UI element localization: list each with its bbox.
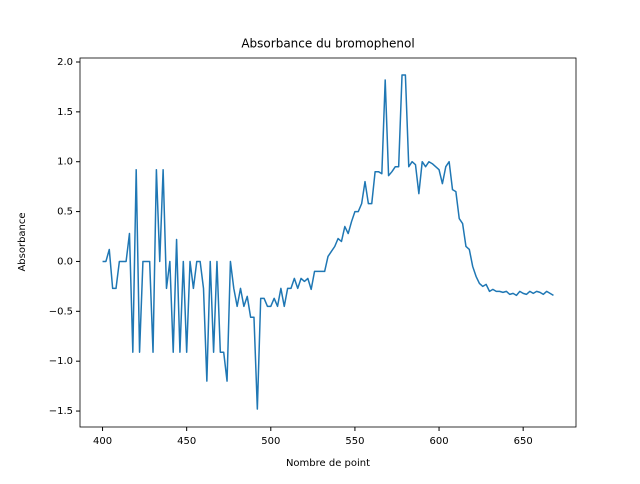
y-tick-label: 1.5	[57, 107, 73, 118]
y-tick-label: −1.0	[49, 356, 73, 367]
y-axis-label: Absorbance	[17, 212, 28, 271]
x-tick-label: 550	[345, 436, 364, 447]
x-tick-label: 450	[177, 436, 196, 447]
x-tick-label: 600	[429, 436, 448, 447]
x-tick-label: 500	[261, 436, 280, 447]
x-tick-label: 650	[514, 436, 533, 447]
x-tick-label: 400	[93, 436, 112, 447]
data-line	[102, 74, 554, 410]
chart-title: Absorbance du bromophenol	[241, 37, 414, 51]
y-tick-label: −1.5	[49, 406, 73, 417]
y-tick-label: 2.0	[57, 57, 73, 68]
plot-frame	[79, 57, 577, 428]
y-tick-label: 0.0	[57, 256, 73, 267]
y-tick-label: 0.5	[57, 207, 73, 218]
x-axis-label: Nombre de point	[286, 458, 370, 469]
y-tick-label: 1.0	[57, 157, 73, 168]
y-tick-label: −0.5	[49, 306, 73, 317]
